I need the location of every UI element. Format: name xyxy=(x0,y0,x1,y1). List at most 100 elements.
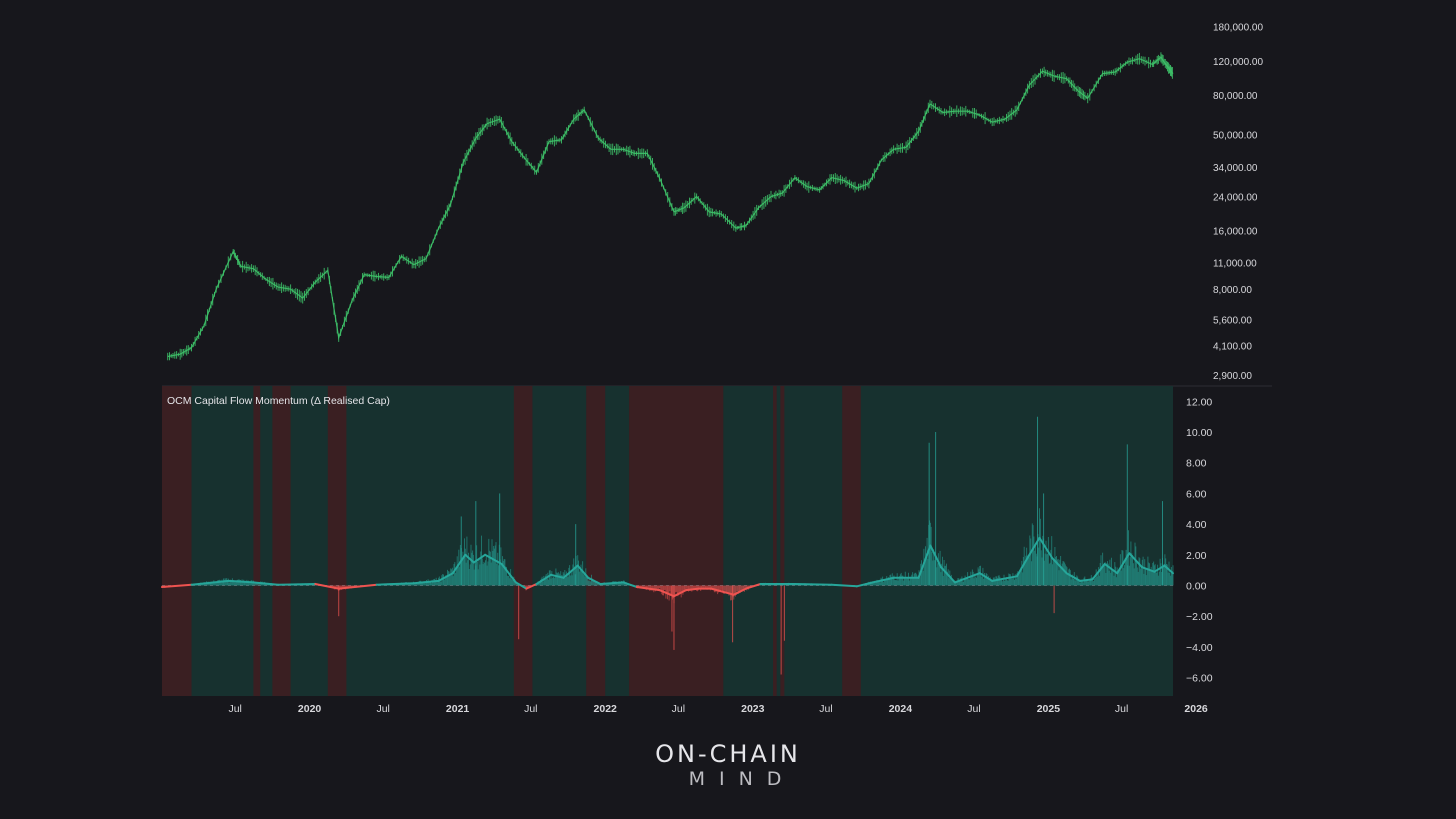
time-tick-label-0: Jul xyxy=(228,703,241,715)
momentum-line-segment xyxy=(658,589,675,598)
outflow-regime-band-2 xyxy=(272,386,291,696)
momentum-chart-title: OCM Capital Flow Momentum (Δ Realised Ca… xyxy=(167,395,390,407)
price-series xyxy=(167,52,1174,361)
momentum-tick-label-3: 6.00 xyxy=(1186,488,1207,500)
time-tick-label-9: 2024 xyxy=(889,703,913,715)
momentum-line-segment xyxy=(227,579,255,584)
time-tick-label-13: 2026 xyxy=(1184,703,1208,715)
price-tick-label-10: 4,100.00 xyxy=(1213,342,1252,353)
price-tick-label-0: 180,000.00 xyxy=(1213,23,1263,34)
momentum-line-segment xyxy=(464,553,475,564)
time-tick-label-4: Jul xyxy=(524,703,537,715)
momentum-tick-label-5: 2.00 xyxy=(1186,550,1207,562)
time-tick-label-10: Jul xyxy=(967,703,980,715)
momentum-tick-label-8: −4.00 xyxy=(1186,642,1213,654)
momentum-line-segment xyxy=(514,581,528,590)
brand-submark: MIND xyxy=(688,768,796,790)
momentum-tick-label-4: 4.00 xyxy=(1186,519,1207,531)
brand-wordmark: ON-CHAIN xyxy=(655,740,801,768)
momentum-line-segment xyxy=(576,564,590,579)
momentum-line-segment xyxy=(1038,536,1054,559)
momentum-line-segment xyxy=(1116,552,1131,575)
momentum-line-segment xyxy=(1163,564,1174,575)
momentum-line-segment xyxy=(855,581,874,588)
price-tick-label-3: 50,000.00 xyxy=(1213,131,1258,142)
price-chart[interactable]: 180,000.00 120,000.00 80,000.00 50,000.00 34… xyxy=(167,23,1264,382)
momentum-line-segment xyxy=(1051,556,1068,575)
price-line xyxy=(167,56,1174,358)
time-tick-label-8: Jul xyxy=(819,703,832,715)
momentum-line-segment xyxy=(685,587,700,592)
outflow-regime-band-3 xyxy=(327,386,347,696)
momentum-line-segment xyxy=(337,583,378,590)
time-tick-label-2: Jul xyxy=(376,703,389,715)
momentum-line-segment xyxy=(190,579,230,586)
momentum-line-segment xyxy=(635,586,661,592)
momentum-line-segment xyxy=(375,582,415,586)
momentum-line-segment xyxy=(525,583,538,590)
price-tick-label-5: 24,000.00 xyxy=(1213,193,1258,204)
momentum-line-segment xyxy=(917,544,932,579)
momentum-chart[interactable]: 12.00 10.00 8.00 6.00 4.00 2.00 0.00 −2.00 −4.00… xyxy=(161,386,1213,696)
momentum-tick-label-9: −6.00 xyxy=(1186,673,1213,685)
momentum-line-segment xyxy=(437,572,454,582)
momentum-line-segment xyxy=(484,553,503,565)
outflow-regime-band-9 xyxy=(842,386,861,696)
outflow-regime-band-7 xyxy=(773,386,777,696)
outflow-regime-band-1 xyxy=(253,386,261,696)
outflow-regime-band-0 xyxy=(162,386,192,696)
price-tick-label-4: 34,000.00 xyxy=(1213,163,1258,174)
momentum-line-segment xyxy=(314,583,340,590)
momentum-line-segment xyxy=(991,575,1018,582)
momentum-line-segment xyxy=(451,553,467,575)
momentum-line-segment xyxy=(978,572,994,582)
price-tick-label-11: 2,900.00 xyxy=(1213,371,1252,382)
price-tick-label-7: 11,000.00 xyxy=(1213,258,1257,269)
momentum-line-segment xyxy=(500,563,517,584)
momentum-tick-label-1: 10.00 xyxy=(1186,427,1212,439)
momentum-line-segment xyxy=(472,553,487,564)
momentum-line-segment xyxy=(1153,564,1166,573)
momentum-axis: 12.00 10.00 8.00 6.00 4.00 2.00 0.00 −2.00 −4.00… xyxy=(1186,396,1213,684)
time-tick-label-5: 2022 xyxy=(594,703,618,715)
outflow-regime-band-8 xyxy=(780,386,785,696)
time-tick-label-12: Jul xyxy=(1115,703,1128,715)
momentum-line-segment xyxy=(710,587,735,596)
momentum-line-segment xyxy=(1028,536,1041,556)
momentum-line-segment xyxy=(1140,566,1156,573)
momentum-line-segment xyxy=(1103,563,1119,575)
price-tick-label-1: 120,000.00 xyxy=(1213,57,1263,68)
time-axis: Jul 2020 Jul 2021 Jul 2022 Jul 2023 Jul 2024 Jul 20… xyxy=(228,703,1207,715)
momentum-tick-label-0: 12.00 xyxy=(1186,396,1212,408)
momentum-line-segment xyxy=(1065,572,1081,582)
momentum-line-segment xyxy=(277,583,317,586)
momentum-tick-label-6: 0.00 xyxy=(1186,581,1207,593)
time-tick-label-3: 2021 xyxy=(446,703,470,715)
momentum-line-segment xyxy=(1091,563,1106,581)
price-tick-label-2: 80,000.00 xyxy=(1213,91,1258,102)
momentum-line-segment xyxy=(1015,553,1031,578)
time-tick-label-6: Jul xyxy=(672,703,685,715)
price-axis: 180,000.00 120,000.00 80,000.00 50,000.00 34… xyxy=(1213,23,1263,382)
momentum-line-segment xyxy=(673,589,688,598)
momentum-line-segment xyxy=(161,583,193,588)
momentum-line-segment xyxy=(587,576,602,585)
momentum-line-segment xyxy=(1079,578,1094,582)
momentum-line-segment xyxy=(1128,552,1143,569)
time-tick-label-11: 2025 xyxy=(1037,703,1061,715)
momentum-line-segment xyxy=(535,573,552,585)
price-tick-label-6: 16,000.00 xyxy=(1213,227,1258,238)
momentum-line-segment xyxy=(830,583,858,588)
momentum-tick-label-2: 8.00 xyxy=(1186,458,1207,470)
momentum-line-segment xyxy=(745,583,762,590)
outflow-regime-band-5 xyxy=(586,386,606,696)
time-tick-label-7: 2023 xyxy=(741,703,765,715)
momentum-line-segment xyxy=(599,581,625,585)
outflow-regime-band-4 xyxy=(513,386,533,696)
momentum-line-segment xyxy=(622,581,638,588)
momentum-line-segment xyxy=(929,544,942,569)
momentum-line-segment xyxy=(871,576,895,584)
regime-bands xyxy=(162,386,1173,696)
momentum-line-segment xyxy=(412,579,440,585)
momentum-line-segment xyxy=(562,564,579,579)
